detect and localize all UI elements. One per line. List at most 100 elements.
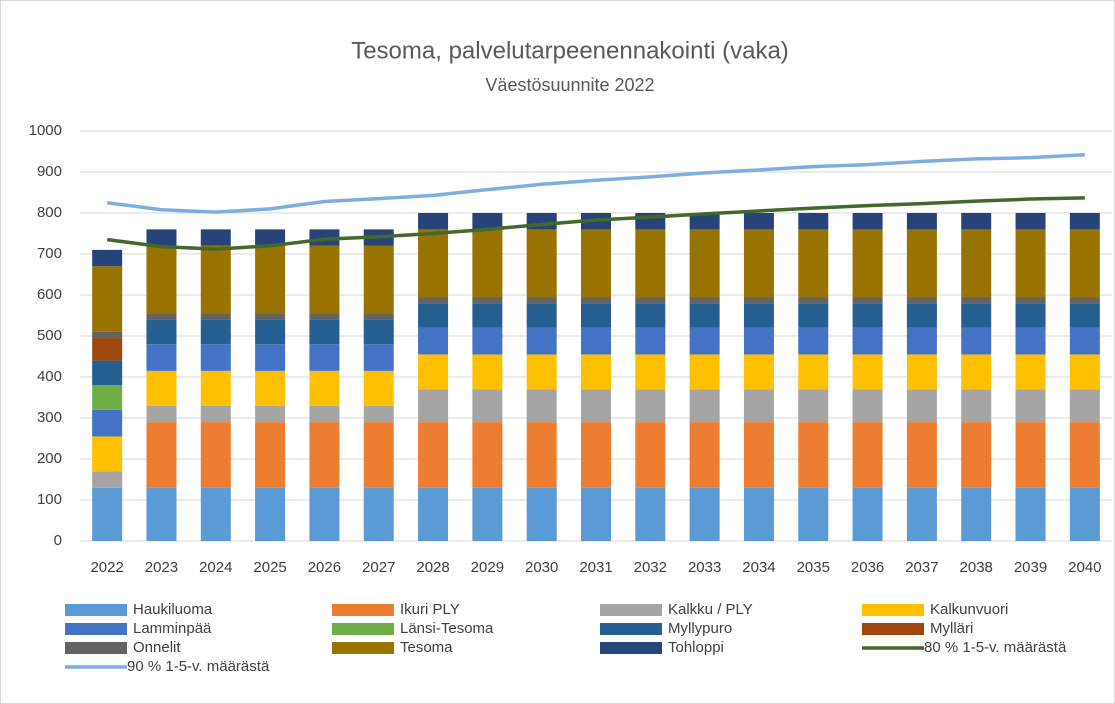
x-tick-label: 2036: [851, 559, 884, 576]
bar-segment: [906, 422, 937, 488]
bar-segment: [743, 303, 774, 328]
bar-segment: [798, 297, 829, 304]
bar-segment: [1069, 303, 1100, 328]
bar-segment: [200, 405, 231, 423]
bar-segment: [472, 303, 503, 328]
y-tick-label: 600: [37, 286, 62, 303]
bar-segment: [309, 405, 340, 423]
bar-segment: [1015, 487, 1046, 541]
bar-segment: [92, 249, 123, 267]
bar-segment: [1015, 213, 1046, 230]
y-tick-label: 500: [37, 327, 62, 344]
bar-segment: [1069, 297, 1100, 304]
bar-segment: [1015, 327, 1046, 355]
x-tick-label: 2033: [688, 559, 721, 576]
bar-segment: [743, 389, 774, 423]
bar-segment: [1015, 389, 1046, 423]
legend-label: Lamminpää: [133, 620, 212, 637]
line-series: [106, 196, 1085, 251]
y-tick-label: 800: [37, 204, 62, 221]
x-tick-label: 2028: [416, 559, 449, 576]
bar-segment: [92, 409, 123, 437]
bar-segment: [689, 229, 720, 298]
chart-subtitle: Väestösuunnite 2022: [485, 75, 654, 95]
bar-segment: [581, 297, 611, 304]
y-tick-label: 700: [37, 245, 62, 262]
bar-segment: [418, 297, 449, 304]
bar-segment: [526, 327, 557, 355]
bar-segment: [200, 229, 231, 246]
bar-segment: [581, 354, 611, 390]
bar-segment: [363, 344, 394, 371]
x-tick-label: 2039: [1014, 559, 1047, 576]
bar-segment: [635, 422, 666, 488]
bar-segment: [363, 245, 394, 314]
x-tick-label: 2030: [525, 559, 558, 576]
bar-segment: [309, 313, 340, 320]
bar-segment: [743, 327, 774, 355]
bar-segment: [581, 229, 611, 298]
legend-label: 80 % 1-5-v. määrästä: [924, 639, 1067, 656]
bar-segment: [689, 389, 720, 423]
bar-segment: [1015, 303, 1046, 328]
bar-segment: [309, 487, 340, 541]
bar-segment: [92, 266, 123, 332]
bar-segment: [418, 389, 449, 423]
legend-swatch: [600, 642, 662, 654]
bar-segment: [363, 319, 394, 345]
legend-label: Länsi-Tesoma: [400, 620, 494, 637]
bar-segment: [689, 354, 720, 390]
x-tick-label: 2029: [471, 559, 504, 576]
bar-segment: [92, 338, 123, 361]
bar-segment: [852, 297, 883, 304]
bar-segment: [798, 389, 829, 423]
y-tick-label: 100: [37, 491, 62, 508]
bar-segment: [472, 487, 503, 541]
bar-segment: [255, 405, 286, 423]
bar-segment: [689, 303, 720, 328]
bar-segment: [200, 344, 231, 371]
bar-segment: [1015, 422, 1046, 488]
bar-segment: [743, 422, 774, 488]
bar-segment: [363, 313, 394, 320]
y-tick-label: 200: [37, 450, 62, 467]
bar-segment: [146, 245, 177, 314]
bar-segment: [200, 319, 231, 345]
legend-label: 90 % 1-5-v. määrästä: [127, 658, 270, 675]
y-tick-label: 300: [37, 409, 62, 426]
bar-segment: [743, 213, 774, 230]
bar-segment: [526, 354, 557, 390]
x-tick-label: 2035: [797, 559, 830, 576]
legend-label: Tesoma: [400, 639, 453, 656]
bar-segment: [146, 319, 177, 345]
y-tick-label: 0: [54, 532, 62, 549]
legend-swatch: [862, 604, 924, 616]
bar-segment: [418, 213, 449, 230]
bar-segment: [92, 471, 123, 488]
bar-segment: [418, 327, 449, 355]
bar-segment: [472, 354, 503, 390]
bar-segment: [906, 213, 937, 230]
legend-label: Haukiluoma: [133, 601, 213, 618]
x-tick-label: 2025: [253, 559, 286, 576]
bar-segment: [961, 389, 992, 423]
legend-swatch: [65, 604, 127, 616]
bar-segment: [92, 360, 123, 386]
x-tick-label: 2027: [362, 559, 395, 576]
bar-segment: [418, 229, 449, 298]
bar-segment: [689, 213, 720, 230]
bar-segment: [689, 422, 720, 488]
bar-segment: [852, 327, 883, 355]
bar-segment: [200, 422, 231, 488]
bar-segment: [798, 487, 829, 541]
bar-segment: [798, 213, 829, 230]
bar-segment: [1015, 229, 1046, 298]
bar-segment: [472, 422, 503, 488]
legend-swatch: [332, 623, 394, 635]
bar-segment: [852, 354, 883, 390]
x-tick-label: 2034: [742, 559, 775, 576]
bar-segment: [852, 389, 883, 423]
bar-segment: [472, 213, 503, 230]
bar-segment: [200, 245, 231, 314]
x-tick-label: 2031: [579, 559, 612, 576]
